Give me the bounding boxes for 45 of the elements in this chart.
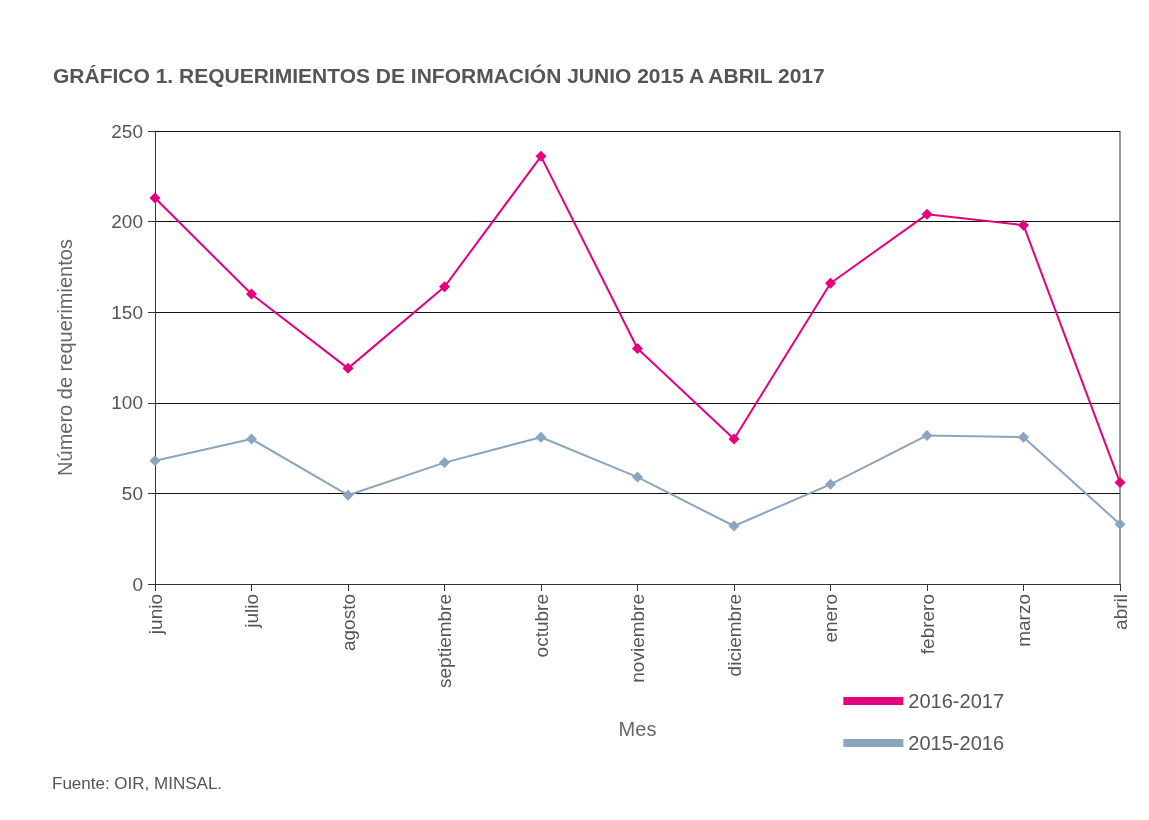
- point: [246, 288, 257, 300]
- x-tick-label: octubre: [530, 594, 552, 658]
- y-tick-label: 200: [111, 211, 143, 233]
- point: [921, 429, 933, 441]
- y-axis-title: Número de requerimientos: [54, 239, 76, 476]
- point: [1114, 518, 1126, 530]
- point: [535, 431, 547, 443]
- point: [825, 277, 836, 289]
- point: [342, 489, 354, 501]
- point: [1018, 219, 1029, 231]
- point: [632, 471, 643, 483]
- x-tick-label: marzo: [1013, 594, 1034, 647]
- chart-title: GRÁFICO 1. REQUERIMIENTOS DE INFORMACIÓN JUNIO 2015 A ABRIL 2017: [53, 64, 825, 87]
- point: [921, 208, 933, 220]
- point: [149, 192, 161, 204]
- x-tick-label: abril: [1109, 594, 1131, 630]
- point: [535, 150, 547, 162]
- legend-label: 2016-2017: [908, 690, 1005, 712]
- point: [632, 342, 643, 354]
- x-tick-label: julio: [241, 594, 262, 629]
- x-axis-title: Mes: [618, 718, 657, 740]
- point: [439, 281, 450, 293]
- point: [1018, 431, 1029, 443]
- x-tick-label: noviembre: [627, 594, 648, 683]
- y-tick-label: 250: [111, 120, 143, 142]
- point: [246, 433, 257, 445]
- x-tick-label: septiembre: [434, 594, 455, 688]
- x-tick-label: diciembre: [723, 594, 745, 677]
- legend-label: 2015-2016: [908, 732, 1005, 754]
- point: [825, 478, 836, 490]
- x-tick-label: junio: [144, 594, 166, 636]
- y-tick-label: 50: [121, 482, 143, 504]
- point: [439, 457, 450, 469]
- source-note: Fuente: OIR, MINSAL.: [52, 774, 223, 793]
- point: [728, 520, 740, 532]
- point: [149, 455, 161, 467]
- point: [1114, 477, 1126, 489]
- x-tick-label: enero: [820, 594, 841, 643]
- y-tick-label: 0: [132, 573, 143, 595]
- y-tick-label: 150: [111, 301, 143, 323]
- point: [342, 362, 354, 374]
- point: [728, 433, 740, 445]
- x-tick-label: febrero: [916, 594, 938, 655]
- x-tick-label: agosto: [337, 594, 359, 652]
- y-tick-label: 100: [111, 392, 143, 414]
